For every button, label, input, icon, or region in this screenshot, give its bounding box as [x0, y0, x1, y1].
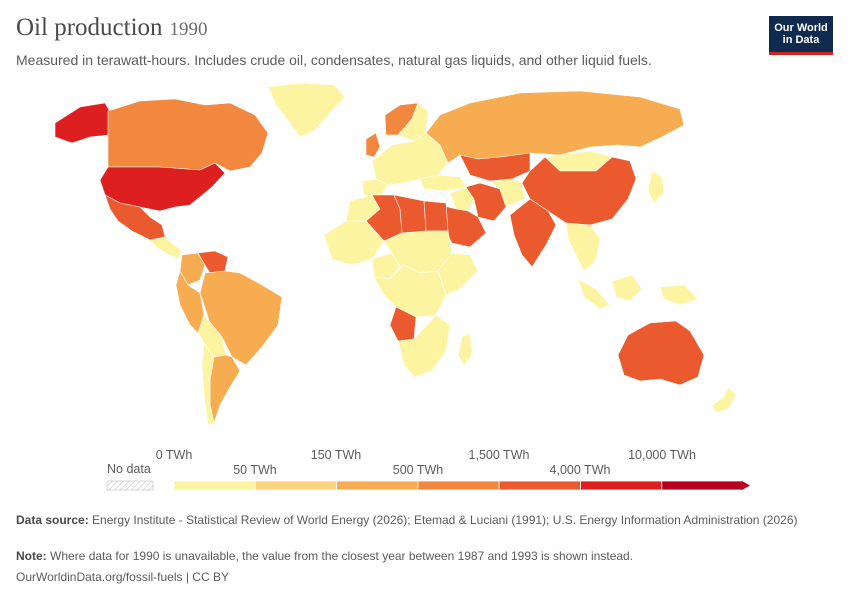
no-data-legend: No data	[106, 462, 154, 491]
legend-bins[interactable]	[173, 480, 744, 491]
logo-line-1: Our World	[774, 22, 828, 34]
region-japan[interactable]: Greenland	[647, 170, 665, 204]
region-australia[interactable]: Mexico	[617, 320, 705, 386]
note-text: Where data for 1990 is unavailable, the …	[50, 549, 634, 563]
region-india[interactable]: Mexico	[509, 198, 557, 268]
region-kazakhstan[interactable]: Mexico	[459, 152, 531, 182]
region-canada[interactable]: Canada	[107, 98, 269, 172]
logo-line-2: in Data	[782, 34, 820, 46]
legend-arrow	[742, 481, 750, 490]
region-central-asia[interactable]: Greenland	[489, 178, 525, 208]
legend-label-10000: 10,000 TWh	[628, 448, 696, 462]
region-turkey[interactable]: Greenland	[419, 174, 467, 192]
chart-title: Oil production	[16, 14, 163, 41]
legend-bin-0[interactable]	[173, 480, 256, 491]
region-southeast-asia[interactable]: Greenland	[565, 222, 601, 272]
region-alaska[interactable]: United States	[54, 102, 113, 144]
legend-label-500: 500 TWh	[393, 463, 444, 477]
region-central-africa[interactable]: Greenland	[373, 264, 447, 318]
legend-bin-5[interactable]	[580, 480, 663, 491]
legend-bin-6[interactable]	[661, 480, 744, 491]
region-indonesia-sumatra[interactable]: Greenland	[577, 278, 611, 310]
region-egypt[interactable]: Mexico	[423, 200, 449, 232]
region-indonesia[interactable]: Greenland	[611, 274, 643, 302]
owid-logo[interactable]: Our World in Data	[769, 16, 833, 55]
no-data-label: No data	[107, 462, 151, 476]
world-map[interactable]: Greenland United States Canada United St…	[0, 75, 850, 435]
note: Note: Where data for 1990 is unavailable…	[16, 549, 633, 564]
data-source-label: Data source:	[16, 513, 89, 527]
title-row: Oil production 1990	[16, 14, 208, 42]
region-brazil[interactable]: Colombia	[199, 270, 283, 366]
legend-label-0: 0 TWh	[156, 448, 193, 462]
region-new-zealand[interactable]: Greenland	[711, 386, 737, 414]
legend-top-labels: 0 TWh 150 TWh 1,500 TWh 10,000 TWh	[156, 448, 696, 462]
region-united-kingdom[interactable]: Canada	[365, 132, 381, 158]
data-source-text: Energy Institute - Statistical Review of…	[92, 513, 798, 527]
region-argentina[interactable]: Colombia	[209, 354, 241, 424]
region-nigeria[interactable]: Greenland	[371, 252, 401, 280]
region-central-america[interactable]: Greenland	[149, 236, 183, 260]
data-source: Data source: Energy Institute - Statisti…	[16, 513, 836, 528]
legend-label-4000: 4,000 TWh	[550, 463, 611, 477]
region-madagascar[interactable]: Greenland	[457, 332, 473, 366]
legend-bottom-labels: 50 TWh 500 TWh 4,000 TWh	[233, 463, 610, 477]
note-label: Note:	[16, 549, 47, 563]
chart-year[interactable]: 1990	[169, 19, 208, 40]
region-russia[interactable]: Colombia	[425, 90, 685, 164]
legend-bin-4[interactable]	[498, 480, 581, 491]
legend-bin-1[interactable]	[254, 480, 338, 491]
region-papua[interactable]: Greenland	[659, 284, 699, 306]
no-data-swatch	[106, 480, 154, 491]
region-iraq[interactable]: Greenland	[449, 186, 475, 212]
region-iran[interactable]: Venezuela	[465, 182, 507, 222]
legend-bin-2[interactable]	[336, 480, 419, 491]
region-chile[interactable]: Greenland	[201, 342, 215, 426]
map-legend: No data 0 TWh 150 TWh 1,500 TWh 10,000 T…	[106, 448, 750, 491]
chart-subtitle: Measured in terawatt-hours. Includes cru…	[16, 52, 652, 68]
legend-label-50: 50 TWh	[233, 463, 277, 477]
legend-label-150: 150 TWh	[311, 448, 362, 462]
legend-label-1500: 1,500 TWh	[469, 448, 530, 462]
region-southern-africa[interactable]: Greenland	[397, 314, 451, 378]
region-iberia[interactable]: Greenland	[361, 178, 389, 198]
region-west-africa[interactable]: Greenland	[323, 220, 385, 266]
legend-bin-3[interactable]	[417, 480, 500, 491]
region-greenland[interactable]: Greenland	[267, 82, 346, 138]
source-link[interactable]: OurWorldinData.org/fossil-fuels | CC BY	[16, 570, 229, 584]
